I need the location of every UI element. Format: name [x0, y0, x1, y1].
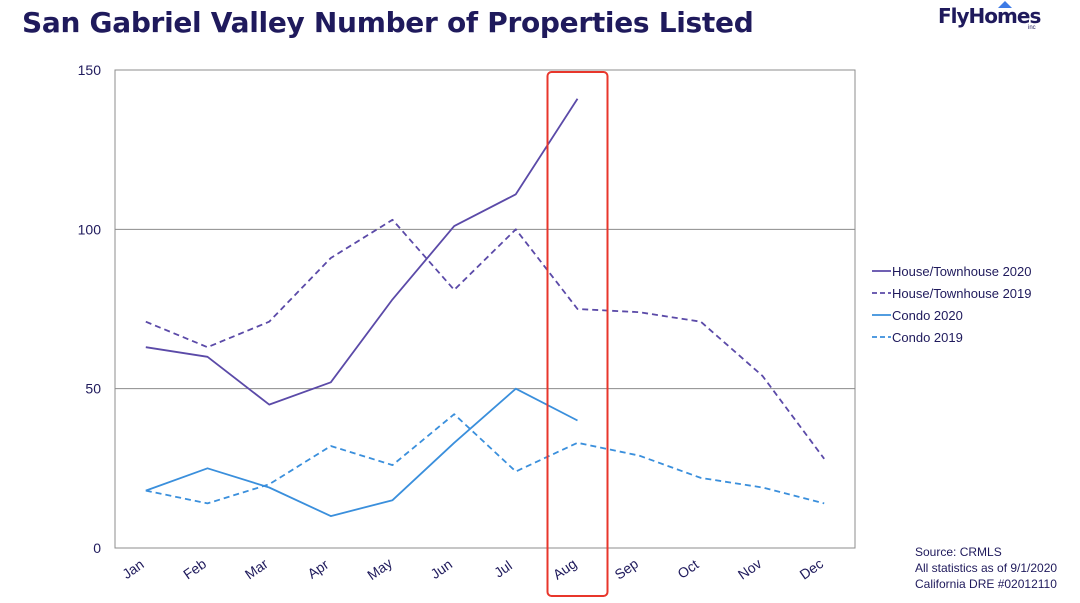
as-of-line: All statistics as of 9/1/2020	[915, 561, 1058, 575]
logo-roof-icon	[998, 1, 1012, 8]
legend-label: House/Townhouse 2019	[892, 286, 1032, 301]
source-line: Source: CRMLS	[915, 545, 1002, 559]
series-lines	[145, 98, 825, 517]
legend: House/Townhouse 2020 House/Townhouse 2019…	[872, 264, 1032, 345]
x-tick-label: Jan	[119, 556, 147, 582]
flyhomes-logo: FlyHomes inc	[938, 1, 1058, 36]
legend-label: House/Townhouse 2020	[892, 264, 1032, 279]
x-tick-label: Mar	[242, 555, 271, 582]
page-title: San Gabriel Valley Number of Properties …	[22, 6, 754, 39]
logo-sub: inc	[1028, 25, 1036, 31]
source-note: Source: CRMLS All statistics as of 9/1/2…	[915, 544, 1057, 592]
x-tick-label: Sep	[612, 555, 642, 583]
x-tick-label: Jun	[427, 556, 455, 582]
plot-frame	[114, 69, 856, 549]
legend-label: Condo 2019	[892, 330, 963, 345]
x-tick-label: Apr	[304, 556, 331, 582]
x-tick-label: Jul	[491, 557, 515, 580]
y-tick-label: 50	[85, 381, 101, 397]
y-tick-label: 0	[93, 540, 101, 556]
dre-line: California DRE #02012110	[915, 577, 1057, 591]
august-highlight-box	[546, 71, 609, 597]
x-tick-label: Aug	[550, 555, 580, 582]
series-line-house-townhouse-2020	[145, 98, 579, 406]
x-axis-ticks: Jan Feb Mar Apr May Jun Jul Aug Sep Oct Nov Dec	[119, 555, 826, 583]
x-tick-label: Nov	[735, 555, 765, 582]
x-tick-label: May	[364, 555, 395, 583]
logo-text: FlyHomes	[938, 4, 1041, 28]
series-line-house-townhouse-2019	[145, 218, 825, 460]
legend-label: Condo 2020	[892, 308, 963, 323]
x-tick-label: Dec	[797, 555, 827, 582]
x-tick-label: Feb	[180, 555, 209, 582]
series-line-condo-2019	[145, 413, 825, 505]
y-tick-label: 100	[78, 221, 102, 237]
x-tick-label: Oct	[674, 556, 701, 582]
gridlines	[115, 228, 855, 390]
y-tick-label: 150	[78, 62, 102, 78]
series-line-condo-2020	[145, 387, 578, 517]
y-axis-ticks: 0 50 100 150	[78, 62, 102, 556]
